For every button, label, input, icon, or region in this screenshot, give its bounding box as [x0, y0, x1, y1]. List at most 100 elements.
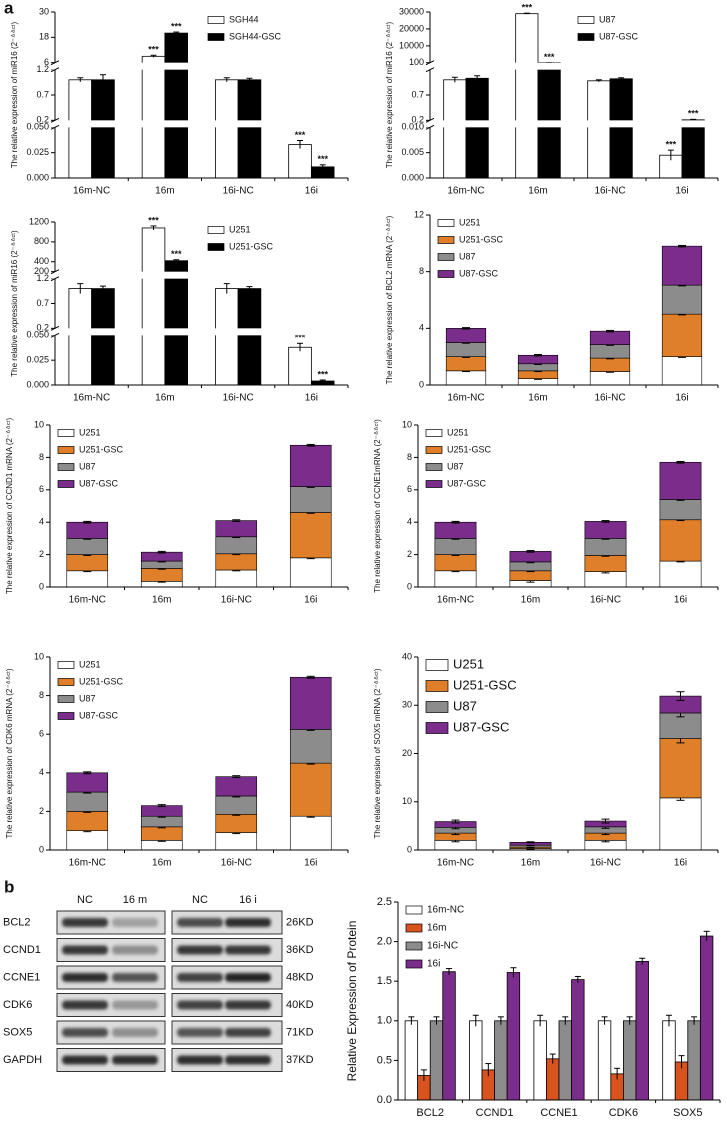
y-tick-label: 0.050	[26, 330, 49, 340]
blot-strip	[56, 910, 166, 935]
y-tick-label: 0.000	[26, 172, 49, 182]
legend-swatch	[577, 33, 595, 41]
blot-size-label: 71KD	[286, 1026, 314, 1038]
bar-segment	[215, 553, 258, 571]
y-tick-label: 8	[419, 266, 424, 276]
bar	[465, 77, 489, 179]
bar-segment	[445, 356, 487, 372]
bar-segment	[66, 791, 109, 812]
significance-label: ***	[171, 21, 182, 31]
x-tick-label: 16i	[305, 393, 318, 404]
legend-label: SGH44	[229, 14, 259, 24]
bar-segment	[589, 330, 631, 345]
bar	[164, 260, 188, 386]
x-tick-label: 16m-NC	[73, 393, 110, 404]
bar	[506, 972, 521, 1101]
y-tick-label: 1.2	[36, 273, 49, 283]
y-tick-label: 6	[39, 484, 44, 494]
x-tick-label: CDK6	[609, 1107, 638, 1119]
bar	[597, 1020, 612, 1101]
y-tick-label: 2.0	[377, 936, 392, 948]
legend-label: U87-GSC	[459, 268, 499, 278]
y-tick-label: 2.5	[377, 896, 392, 908]
legend-swatch	[405, 941, 423, 951]
blot-band	[62, 1055, 108, 1065]
legend-label: U251-GSC	[453, 677, 517, 692]
bar-segment	[584, 555, 627, 572]
y-tick-label: 0	[39, 844, 44, 854]
legend-label: U251-GSC	[447, 444, 492, 454]
y-axis-label: The relative expression of BCL2 mRNA (2⁻…	[385, 215, 394, 384]
bar-segment	[509, 561, 552, 572]
bar-segment	[215, 813, 258, 833]
bar-segment	[659, 797, 702, 851]
bar-segment	[661, 356, 703, 386]
y-axis-label: The relative expression of CDK6 mRNA (2⁻…	[5, 668, 14, 838]
y-tick-label: 0.025	[26, 355, 49, 365]
axis-break	[424, 120, 720, 128]
significance-label: ***	[544, 52, 555, 62]
bar-segment	[589, 357, 631, 372]
y-tick-label: 0.5	[377, 1054, 392, 1066]
bar	[442, 971, 456, 1101]
y-tick-label: 12	[414, 209, 424, 219]
bar	[164, 32, 188, 179]
x-tick-label: 16m	[152, 595, 171, 606]
x-tick-label: 16m-NC	[437, 595, 474, 606]
significance-label: ***	[666, 140, 677, 150]
bar	[515, 13, 539, 179]
legend-label: SGH44-GSC	[229, 31, 282, 41]
y-tick-label: 10	[402, 796, 412, 806]
x-tick-label: 16i	[304, 858, 317, 869]
break-mark	[50, 67, 60, 73]
legend-swatch	[425, 429, 443, 437]
bar	[635, 961, 649, 1101]
axis-break	[49, 328, 350, 336]
bar-segment	[509, 570, 552, 581]
legend-label: U87	[79, 693, 96, 703]
bar	[237, 79, 262, 179]
blot-column-label: NC	[192, 894, 208, 906]
bar-segment	[289, 486, 332, 513]
blot-band	[112, 1000, 158, 1010]
blot-column-label: 16 i	[239, 894, 257, 906]
blot-size-label: 26KD	[286, 916, 314, 928]
y-tick-label: 2	[39, 806, 44, 816]
bar-segment	[434, 538, 477, 555]
legend-swatch	[207, 16, 225, 24]
legend-swatch	[57, 429, 75, 437]
y-tick-label: 30000	[399, 6, 424, 16]
x-tick-label: 16i	[304, 595, 317, 606]
legend-label: U87-GSC	[599, 31, 639, 41]
y-axis-label: The relative expression of CCNE1mRNA (2⁻…	[373, 419, 382, 593]
x-tick-label: 16i	[675, 186, 688, 197]
blot-protein-label: BCL2	[3, 916, 31, 928]
panel-label: b	[4, 877, 14, 896]
blot-band	[62, 1028, 108, 1037]
bar-segment	[661, 245, 703, 286]
y-tick-label: 2	[39, 549, 44, 559]
legend-swatch	[57, 446, 75, 454]
blot-protein-label: CCNE1	[3, 971, 40, 983]
x-tick-label: 16i	[674, 595, 687, 606]
y-tick-label: 4	[419, 323, 424, 333]
bar	[215, 79, 239, 179]
bar-segment	[66, 538, 109, 555]
bar-segment	[289, 762, 332, 817]
blot-band	[112, 945, 158, 955]
significance-label: ***	[295, 130, 306, 140]
break-mark	[50, 332, 60, 338]
bar-segment	[215, 520, 258, 538]
bar-segment	[289, 444, 332, 487]
y-tick-label: 0.0	[377, 1094, 392, 1106]
y-tick-label: 2	[407, 549, 412, 559]
legend-swatch	[57, 463, 75, 471]
x-tick-label: 16m	[528, 186, 547, 197]
legend-swatch	[425, 446, 443, 454]
y-axis-label: The relative expression of SOX5 mRNA (2⁻…	[373, 668, 382, 838]
significance-label: ***	[688, 109, 699, 119]
y-axis-label: The relative expression of miR16 (2⁻ᐞᐞᶜᵗ…	[10, 230, 19, 377]
legend-swatch	[57, 712, 75, 720]
bar	[533, 1020, 547, 1101]
bar-segment	[584, 521, 627, 539]
